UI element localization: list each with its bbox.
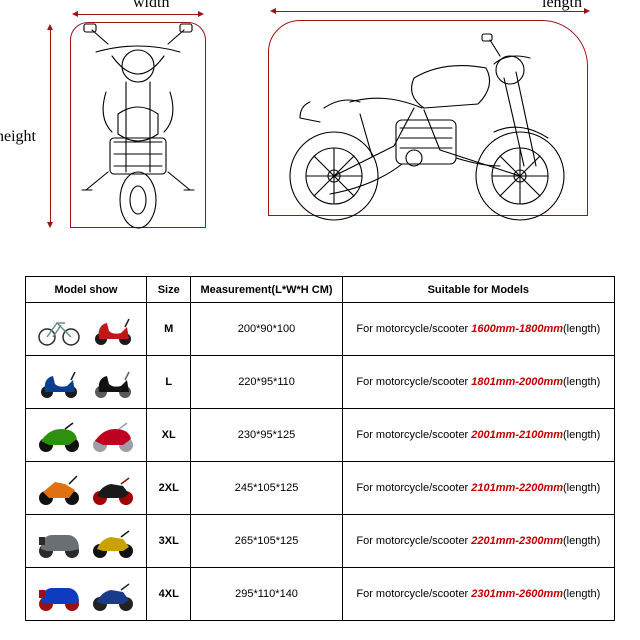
table-row: M 200*90*100 For motorcycle/scooter 1600… <box>26 303 615 356</box>
size-cell: XL <box>147 409 191 462</box>
motorcycle-front-icon <box>68 22 208 232</box>
header-suitable: Suitable for Models <box>342 277 614 303</box>
table-row: 2XL 245*105*125 For motorcycle/scooter 2… <box>26 462 615 515</box>
measurement-cell: 245*105*125 <box>191 462 342 515</box>
size-cell: L <box>147 356 191 409</box>
model-thumbs <box>26 303 147 356</box>
model-thumbs <box>26 409 147 462</box>
suitable-cell: For motorcycle/scooter 2001mm-2100mm(len… <box>342 409 614 462</box>
header-measurement: Measurement(L*W*H CM) <box>191 277 342 303</box>
measurement-cell: 295*110*140 <box>191 568 342 621</box>
cover-diagrams: width height <box>8 8 632 258</box>
width-label: width <box>133 0 169 12</box>
model-thumbs <box>26 356 147 409</box>
length-arrow <box>276 11 584 12</box>
suitable-cell: For motorcycle/scooter 2101mm-2200mm(len… <box>342 462 614 515</box>
suitable-cell: For motorcycle/scooter 1600mm-1800mm(len… <box>342 303 614 356</box>
size-table: Model show Size Measurement(L*W*H CM) Su… <box>25 276 615 621</box>
header-size: Size <box>147 277 191 303</box>
model-thumbs <box>26 568 147 621</box>
suitable-cell: For motorcycle/scooter 2301mm-2600mm(len… <box>342 568 614 621</box>
table-row: XL 230*95*125 For motorcycle/scooter 200… <box>26 409 615 462</box>
height-arrow <box>50 30 51 222</box>
size-table-header-row: Model show Size Measurement(L*W*H CM) Su… <box>26 277 615 303</box>
table-row: 4XL 295*110*140 For motorcycle/scooter 2… <box>26 568 615 621</box>
suitable-cell: For motorcycle/scooter 2201mm-2300mm(len… <box>342 515 614 568</box>
model-thumbs <box>26 462 147 515</box>
size-cell: 3XL <box>147 515 191 568</box>
table-row: L 220*95*110 For motorcycle/scooter 1801… <box>26 356 615 409</box>
measurement-cell: 265*105*125 <box>191 515 342 568</box>
measurement-cell: 200*90*100 <box>191 303 342 356</box>
size-cell: 4XL <box>147 568 191 621</box>
table-row: 3XL 265*105*125 For motorcycle/scooter 2… <box>26 515 615 568</box>
length-label: length <box>542 0 582 12</box>
width-arrow <box>78 14 198 15</box>
suitable-cell: For motorcycle/scooter 1801mm-2000mm(len… <box>342 356 614 409</box>
size-cell: 2XL <box>147 462 191 515</box>
motorcycle-side-icon <box>264 16 594 226</box>
height-label: height <box>0 128 36 146</box>
measurement-cell: 230*95*125 <box>191 409 342 462</box>
model-thumbs <box>26 515 147 568</box>
size-cell: M <box>147 303 191 356</box>
header-model: Model show <box>26 277 147 303</box>
measurement-cell: 220*95*110 <box>191 356 342 409</box>
